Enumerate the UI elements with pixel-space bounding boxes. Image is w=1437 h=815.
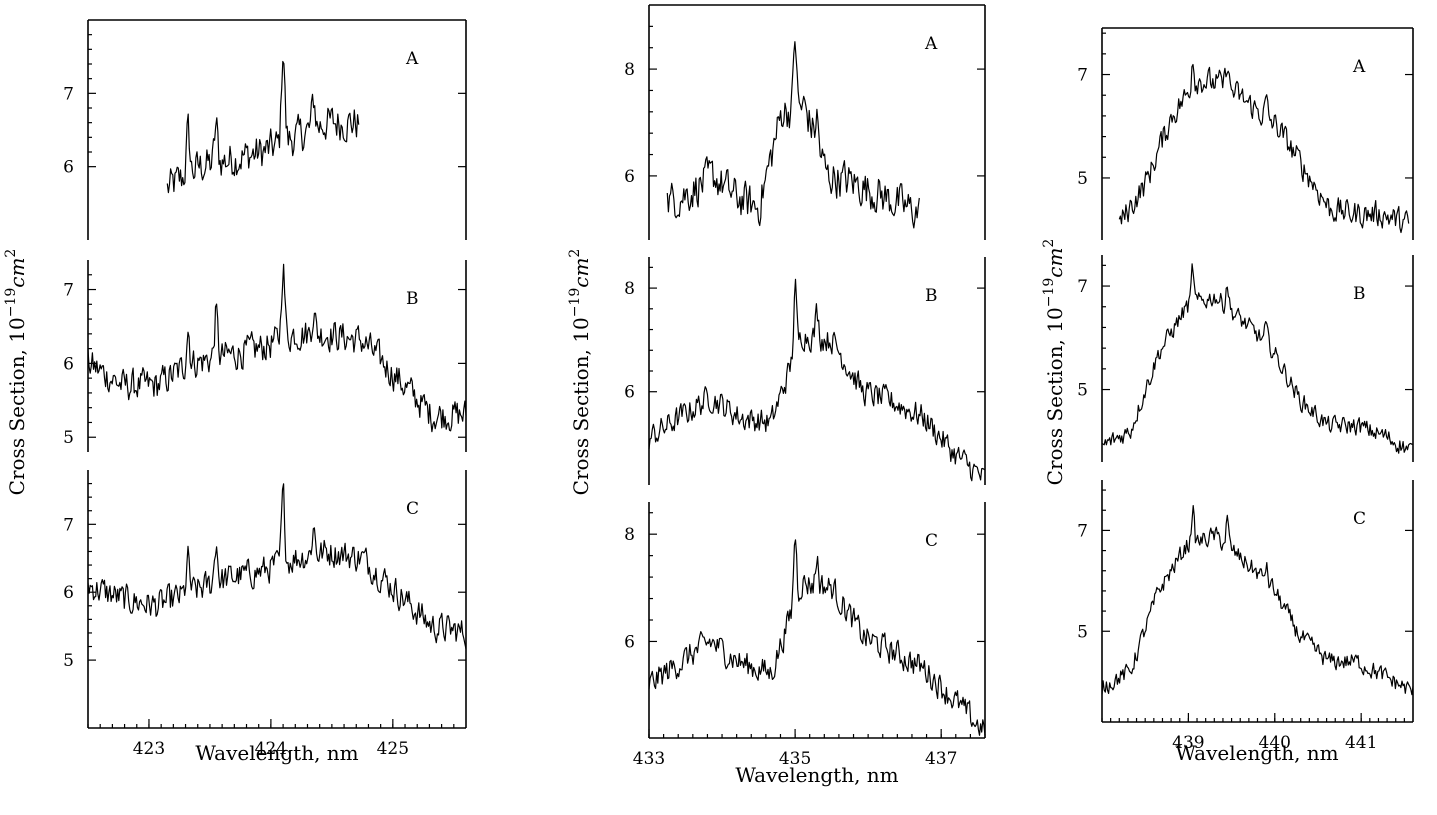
- series-line-c: [1101, 505, 1414, 696]
- chart-3: 5 7 A 5 7 B 5 7 C 439 440 441 Wavelength, nm Cross Se…: [1041, 27, 1414, 765]
- y-tick-label: 8: [624, 525, 635, 545]
- panel-a: 5 7 A: [1077, 27, 1414, 240]
- panel-label: A: [924, 34, 938, 54]
- y-axis-title: Cross Section, 10−19cm2: [567, 249, 593, 496]
- y-tick-label: 5: [1077, 169, 1088, 189]
- y-tick-label: 6: [624, 383, 635, 403]
- y-tick-label: 7: [1077, 277, 1088, 297]
- panel-c: 5 7 C: [1077, 480, 1414, 723]
- series-line-b: [87, 263, 467, 433]
- y-tick-label: 7: [1077, 521, 1088, 541]
- x-tick-label: 439: [1172, 733, 1204, 753]
- y-tick-label: 6: [63, 583, 74, 603]
- y-tick-label: 6: [624, 632, 635, 652]
- panel-label: B: [406, 289, 419, 309]
- y-tick-label: 6: [624, 167, 635, 187]
- x-tick-label: 433: [633, 749, 665, 769]
- panel-b: 6 8 B: [624, 257, 986, 485]
- y-tick-label: 5: [1077, 381, 1088, 401]
- chart-2: 6 8 A 6 8 B 6 8 C 433 435 437 Wavelength, nm Cross Se…: [567, 4, 986, 787]
- y-axis-title: Cross Section, 10−19cm2: [3, 249, 29, 496]
- y-tick-label: 7: [1077, 66, 1088, 86]
- panel-c: 5 6 7 C: [63, 470, 467, 729]
- series-line-a: [166, 60, 360, 194]
- series-line-b: [1101, 263, 1414, 454]
- x-tick-label: 424: [255, 739, 287, 759]
- x-tick-label: 440: [1259, 733, 1291, 753]
- series-line-c: [648, 539, 986, 736]
- y-tick-label: 7: [63, 281, 74, 301]
- panel-label: A: [1352, 57, 1366, 77]
- panel-b: 5 7 B: [1077, 255, 1414, 462]
- x-axis-title: Wavelength, nm: [1175, 741, 1338, 765]
- y-tick-label: 6: [63, 354, 74, 374]
- series-line-b: [648, 278, 986, 482]
- series-line-c: [87, 483, 467, 650]
- series-line-a: [666, 41, 920, 229]
- y-tick-label: 5: [63, 428, 74, 448]
- panel-a: 6 7 A: [63, 19, 467, 240]
- panel-label: C: [1353, 509, 1366, 529]
- panel-label: A: [405, 49, 419, 69]
- y-tick-label: 5: [1077, 622, 1088, 642]
- series-line-a: [1118, 63, 1410, 234]
- y-tick-label: 8: [624, 279, 635, 299]
- x-tick-label: 441: [1345, 733, 1377, 753]
- panel-a: 6 8 A: [624, 4, 986, 240]
- y-axis-title: Cross Section, 10−19cm2: [1041, 239, 1067, 486]
- y-tick-label: 6: [63, 158, 74, 178]
- x-tick-label: 435: [779, 749, 811, 769]
- panel-label: C: [406, 499, 419, 519]
- panel-c: 6 8 C: [624, 502, 986, 739]
- x-tick-label: 437: [925, 749, 957, 769]
- panel-label: B: [1353, 284, 1366, 304]
- x-tick-label: 423: [133, 739, 165, 759]
- chart-1: 6 7 A 5 6 7 B 5 6 7 C 423 424 425 Wavelength, nm Cross …: [3, 19, 467, 765]
- y-tick-label: 8: [624, 60, 635, 80]
- panel-label: C: [925, 531, 938, 551]
- panel-b: 5 6 7 B: [63, 260, 467, 452]
- y-tick-label: 7: [63, 84, 74, 104]
- x-axis-title: Wavelength, nm: [735, 763, 898, 787]
- panel-label: B: [925, 286, 938, 306]
- y-tick-label: 5: [63, 651, 74, 671]
- x-tick-label: 425: [377, 739, 409, 759]
- x-axis-title: Wavelength, nm: [195, 741, 358, 765]
- y-tick-label: 7: [63, 515, 74, 535]
